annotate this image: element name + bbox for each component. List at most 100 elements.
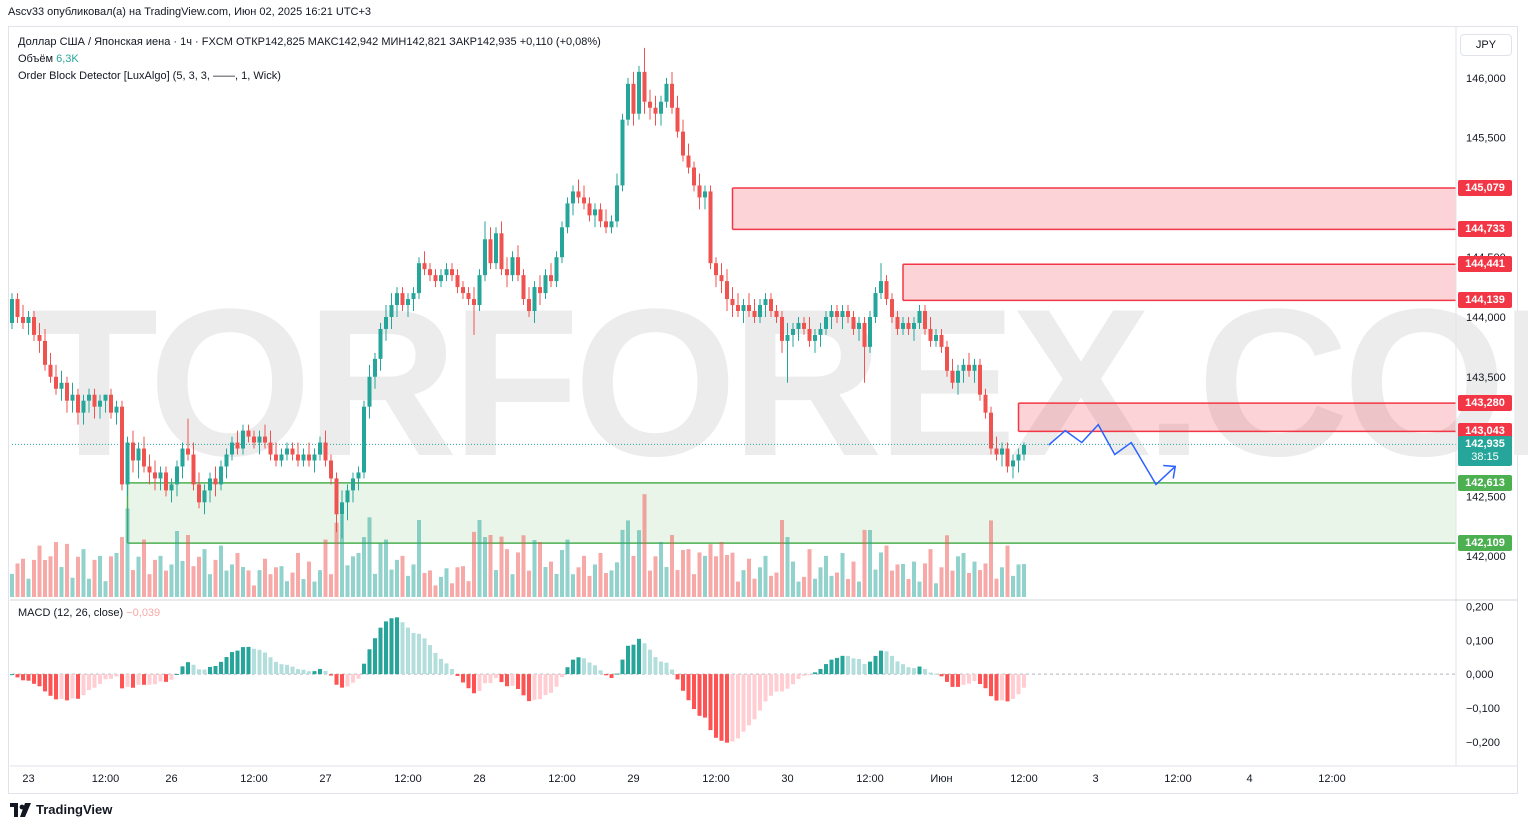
volume-bar: [857, 581, 861, 597]
candle-body: [48, 364, 53, 377]
candle-body: [411, 293, 416, 300]
volume-bar: [780, 520, 784, 597]
macd-bar: [983, 674, 988, 689]
volume-bar: [950, 570, 955, 597]
candle-body: [197, 484, 201, 503]
candle-body: [351, 478, 355, 491]
volume-value: 6,3K: [56, 53, 79, 65]
volume-bar: [967, 573, 971, 597]
macd-bar: [851, 658, 856, 675]
symbol-legend[interactable]: Доллар США / Японская иена · 1ч · FXCM О…: [18, 36, 601, 48]
candle-body: [587, 203, 592, 216]
macd-bar: [1011, 674, 1015, 699]
candle-body: [54, 376, 58, 389]
macd-tick-label: −0,200: [1466, 737, 1500, 749]
macd-bar: [615, 673, 619, 675]
candle-body: [147, 466, 152, 473]
volume-bar: [224, 570, 229, 597]
volume-bar: [648, 570, 652, 597]
macd-bar: [158, 674, 163, 682]
candle-body: [114, 406, 119, 413]
candle-body: [21, 316, 25, 323]
volume-bar: [598, 553, 603, 597]
volume-bar: [807, 549, 812, 597]
macd-bar: [967, 674, 971, 684]
volume-legend[interactable]: Объём 6,3K: [18, 53, 79, 65]
currency-button[interactable]: JPY: [1460, 34, 1512, 56]
time-tick-label: 4: [1246, 773, 1252, 785]
candle-body: [15, 299, 20, 317]
volume-bar: [576, 567, 581, 597]
candle-body: [98, 400, 102, 407]
volume-label: Объём: [18, 53, 54, 65]
tradingview-brand: TradingView: [36, 802, 113, 817]
candle-body: [835, 311, 839, 317]
candle-body: [494, 233, 498, 264]
volume-bar: [318, 570, 322, 597]
candle-body: [873, 293, 878, 317]
volume-bar: [703, 555, 707, 597]
volume-bar: [587, 575, 592, 597]
macd-bar: [543, 674, 548, 695]
candle-body: [978, 364, 982, 395]
candle-body: [87, 394, 91, 401]
volume-bar: [384, 539, 388, 597]
macd-bar: [835, 657, 839, 675]
macd-histogram: [10, 617, 1456, 743]
volume-bar: [989, 520, 993, 597]
watermark: TORFOREX.COM: [30, 265, 1528, 500]
candle-body: [956, 370, 960, 383]
volume-bar: [653, 556, 658, 597]
candle-body: [400, 293, 405, 306]
volume-bar: [895, 564, 900, 597]
macd-bar: [235, 650, 240, 675]
macd-bar: [648, 649, 652, 675]
macd-bar: [219, 661, 223, 675]
macd-bar: [857, 659, 861, 675]
time-tick-label: 12:00: [92, 773, 120, 785]
volume-bar: [818, 567, 823, 597]
price-tag-bull: 142,613: [1458, 474, 1512, 491]
macd-bar: [378, 627, 383, 675]
volume-bar: [285, 581, 289, 597]
volume-bar: [257, 570, 262, 597]
macd-bar: [362, 663, 366, 675]
volume-bar: [884, 545, 889, 597]
volume-bar: [334, 522, 339, 597]
macd-bar: [939, 674, 944, 677]
macd-bar: [510, 674, 515, 686]
macd-bar: [978, 674, 982, 685]
volume-bar: [54, 542, 58, 597]
macd-tick-label: −0,100: [1466, 703, 1500, 715]
volume-bar: [829, 575, 834, 597]
volume-bar: [978, 570, 982, 597]
tradingview-footer[interactable]: TradingView: [10, 802, 112, 817]
candle-body: [444, 269, 449, 276]
axes: 146,000145,500144,500144,000143,500142,5…: [10, 26, 1518, 785]
candle-body: [191, 454, 196, 485]
macd-bar: [598, 670, 603, 675]
volume-bar: [37, 545, 42, 597]
candle-body: [131, 442, 135, 461]
price-tick-label: 142,000: [1466, 551, 1506, 563]
indicator-legend[interactable]: Order Block Detector [LuxAlgo] (5, 3, 3,…: [18, 70, 281, 82]
time-tick-label: 23: [22, 773, 34, 785]
macd-bar: [741, 674, 746, 732]
candle-body: [923, 311, 927, 329]
volume-bar: [994, 578, 999, 597]
macd-bar: [301, 669, 306, 675]
candle-body: [769, 299, 773, 312]
volume-bar: [125, 508, 130, 597]
volume-bar: [510, 574, 515, 597]
macd-legend[interactable]: MACD (12, 26, close) −0,039: [18, 607, 160, 619]
time-tick-label: 12:00: [1318, 773, 1346, 785]
price-tick-label: 146,000: [1466, 73, 1506, 85]
macd-bar: [257, 649, 262, 675]
volume-bar: [290, 572, 295, 597]
macd-bar: [54, 674, 58, 700]
macd-bar: [208, 666, 212, 675]
macd-bar: [879, 650, 883, 675]
volume-bar: [1000, 567, 1004, 597]
price-tick-label: 142,500: [1466, 491, 1506, 503]
